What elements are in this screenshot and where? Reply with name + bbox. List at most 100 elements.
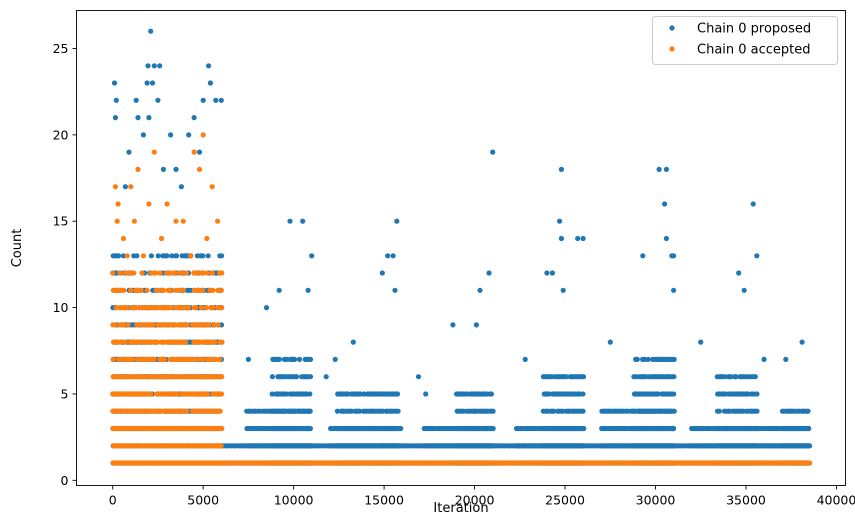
- accepted-point: [210, 287, 216, 293]
- accepted-point: [196, 166, 203, 172]
- proposed-point: [671, 408, 677, 414]
- proposed-point: [580, 408, 586, 414]
- proposed-point: [323, 374, 329, 380]
- proposed-point: [120, 253, 127, 259]
- proposed-point: [307, 408, 313, 414]
- y-tick-label: 25: [53, 41, 69, 56]
- proposed-point: [551, 408, 557, 414]
- proposed-point: [450, 322, 456, 328]
- proposed-point: [140, 132, 146, 138]
- accepted-point: [144, 287, 150, 293]
- proposed-point: [522, 356, 528, 362]
- accepted-point: [200, 356, 206, 362]
- proposed-point: [490, 408, 496, 414]
- x-tick-label: 30000: [636, 493, 676, 508]
- accepted-point: [191, 339, 197, 345]
- proposed-point: [116, 253, 122, 259]
- proposed-point: [207, 80, 213, 86]
- proposed-point: [745, 391, 751, 397]
- y-axis-label: Count: [10, 229, 25, 268]
- proposed-point: [607, 339, 613, 345]
- proposed-point: [148, 253, 154, 259]
- proposed-point: [345, 391, 351, 397]
- proposed-point: [575, 235, 581, 242]
- accepted-point: [203, 305, 209, 311]
- accepted-point: [183, 339, 189, 345]
- accepted-point: [110, 270, 116, 276]
- accepted-point: [146, 305, 152, 311]
- accepted-point: [128, 287, 134, 293]
- accepted-point: [158, 235, 165, 242]
- proposed-point: [783, 356, 789, 362]
- proposed-point: [473, 322, 479, 328]
- proposed-point: [332, 356, 338, 362]
- proposed-point: [671, 425, 677, 432]
- accepted-point: [124, 253, 130, 259]
- accepted-point: [155, 287, 161, 293]
- proposed-point: [544, 270, 550, 276]
- accepted-point: [122, 339, 128, 345]
- proposed-point: [662, 201, 668, 207]
- proposed-point: [160, 166, 166, 172]
- accepted-point: [121, 322, 127, 328]
- accepted-point: [204, 270, 211, 276]
- x-tick-label: 35000: [726, 493, 766, 508]
- proposed-point: [655, 391, 661, 397]
- proposed-point: [560, 287, 566, 293]
- proposed-point: [357, 408, 363, 414]
- accepted-point: [112, 322, 118, 328]
- proposed-point: [379, 270, 385, 276]
- accepted-point: [219, 339, 225, 345]
- y-tick-label: 15: [53, 214, 69, 229]
- accepted-point: [112, 184, 118, 190]
- accepted-point: [125, 322, 131, 328]
- proposed-point: [671, 356, 677, 362]
- accepted-point: [167, 287, 173, 293]
- legend-box: [652, 16, 838, 65]
- accepted-point: [155, 339, 161, 345]
- proposed-point: [750, 201, 756, 207]
- proposed-point: [656, 166, 662, 172]
- proposed-point: [754, 443, 761, 449]
- x-tick-label: 10000: [274, 493, 314, 508]
- accepted-point: [144, 339, 150, 345]
- accepted-point: [180, 287, 186, 293]
- accepted-point: [146, 201, 152, 207]
- proposed-point: [135, 115, 141, 121]
- proposed-point: [111, 80, 118, 86]
- x-tick-label: 25000: [545, 493, 585, 508]
- accepted-point: [218, 443, 224, 449]
- proposed-point: [294, 374, 300, 380]
- proposed-point: [392, 287, 398, 293]
- proposed-point: [390, 253, 396, 259]
- accepted-point: [215, 218, 221, 224]
- proposed-point: [563, 374, 569, 380]
- proposed-point: [671, 391, 677, 397]
- accepted-point: [194, 270, 200, 276]
- accepted-point: [129, 356, 136, 362]
- accepted-point: [206, 322, 212, 328]
- accepted-point: [218, 287, 224, 293]
- accepted-point: [218, 391, 225, 397]
- proposed-point: [415, 374, 422, 380]
- accepted-point: [131, 218, 137, 224]
- accepted-point: [164, 201, 170, 207]
- accepted-point: [168, 322, 174, 328]
- accepted-point: [140, 253, 146, 259]
- proposed-point: [173, 166, 179, 172]
- accepted-point: [219, 425, 225, 432]
- accepted-point: [153, 270, 159, 276]
- accepted-point: [134, 356, 140, 362]
- accepted-point: [128, 184, 134, 190]
- accepted-point: [124, 270, 130, 276]
- accepted-point: [136, 305, 142, 311]
- accepted-point: [120, 235, 127, 242]
- accepted-point: [173, 218, 179, 224]
- accepted-point: [167, 270, 173, 276]
- proposed-point: [558, 235, 565, 242]
- accepted-point: [179, 270, 185, 276]
- accepted-point: [180, 218, 186, 224]
- x-tick-label: 0: [109, 493, 117, 508]
- proposed-point: [754, 391, 760, 397]
- proposed-point: [357, 391, 363, 397]
